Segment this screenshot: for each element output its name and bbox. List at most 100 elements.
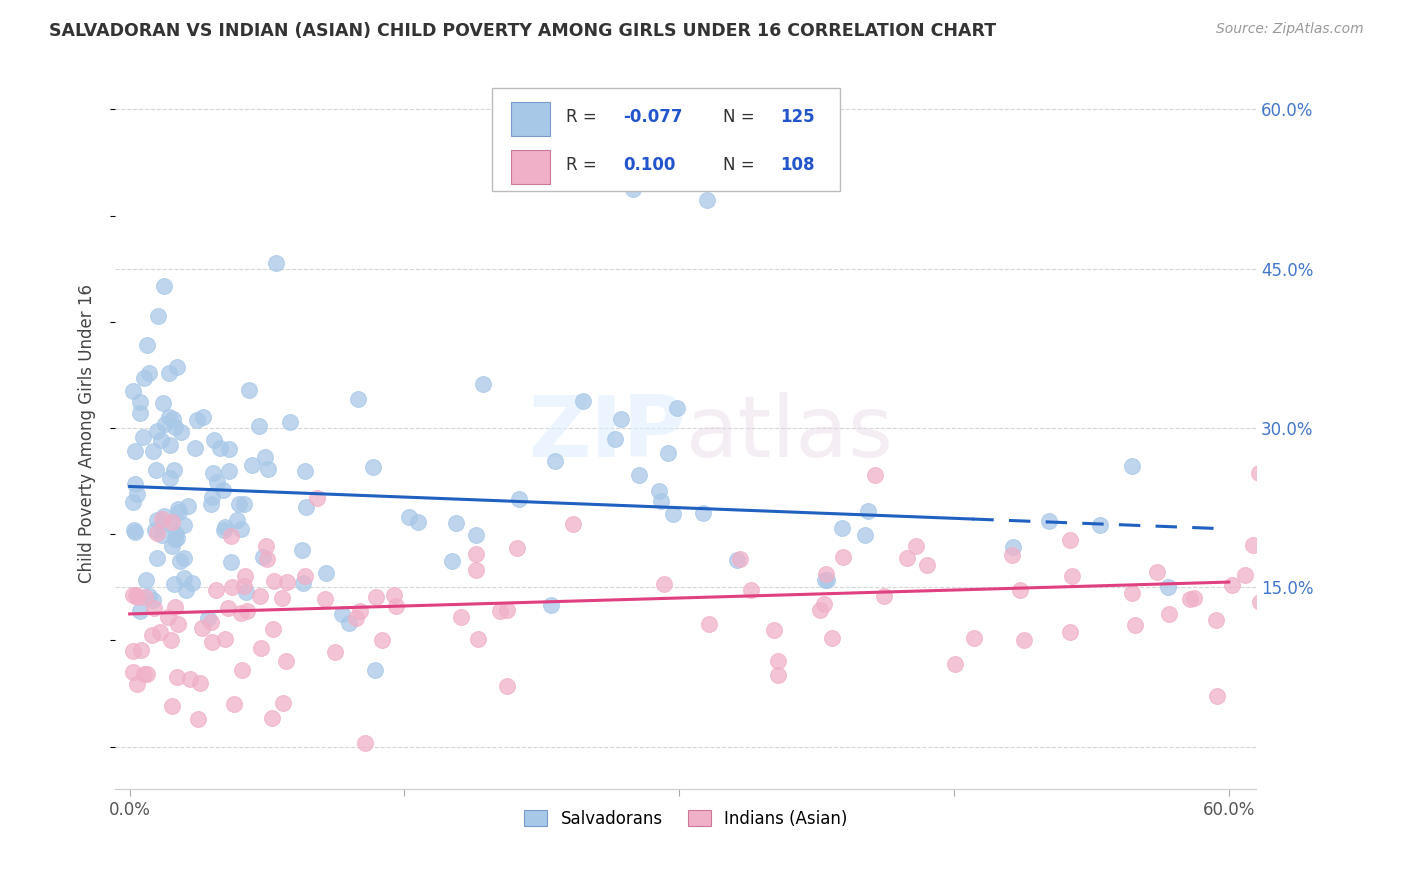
Point — [831, 550, 853, 565]
Point — [122, 588, 145, 602]
Point — [856, 504, 879, 518]
Point — [231, 663, 253, 677]
Point — [176, 583, 198, 598]
Point — [1014, 632, 1036, 647]
Point — [173, 551, 195, 566]
Point — [1123, 618, 1146, 632]
Point — [169, 425, 191, 439]
Point — [628, 468, 651, 483]
Point — [146, 513, 169, 527]
Point — [129, 406, 152, 420]
Point — [768, 667, 790, 681]
Point — [1008, 582, 1031, 597]
Point — [648, 483, 671, 498]
Point — [201, 490, 224, 504]
Point — [124, 525, 146, 540]
Point — [382, 588, 405, 602]
Point — [163, 463, 186, 477]
Point — [153, 417, 176, 431]
Point — [132, 666, 155, 681]
Point — [249, 589, 271, 603]
Point — [464, 527, 486, 541]
Point — [162, 412, 184, 426]
Point — [142, 444, 165, 458]
Point — [271, 696, 294, 710]
Point — [1121, 586, 1143, 600]
Point — [725, 552, 748, 566]
Point — [125, 677, 148, 691]
Point — [863, 468, 886, 483]
Point — [132, 430, 155, 444]
Point — [125, 588, 148, 602]
Text: N =: N = — [723, 108, 761, 126]
Point — [129, 642, 152, 657]
Point — [179, 672, 201, 686]
Point — [291, 543, 314, 558]
Point — [149, 625, 172, 640]
Point — [122, 665, 145, 680]
Point — [143, 523, 166, 537]
Point — [1241, 537, 1264, 551]
Point — [650, 493, 672, 508]
Text: -0.077: -0.077 — [623, 108, 682, 126]
Point — [247, 419, 270, 434]
Point — [815, 573, 838, 587]
Point — [1059, 625, 1081, 640]
Point — [138, 589, 160, 603]
Point — [159, 471, 181, 485]
Point — [610, 412, 633, 426]
Point — [160, 632, 183, 647]
Point — [214, 520, 236, 534]
Point — [166, 670, 188, 684]
Point — [330, 607, 353, 621]
Point — [160, 539, 183, 553]
Point — [240, 458, 263, 472]
Point — [471, 376, 494, 391]
Point — [212, 523, 235, 537]
Point — [544, 454, 567, 468]
Point — [124, 444, 146, 458]
Point — [813, 597, 835, 611]
Point — [136, 338, 159, 352]
Point — [201, 467, 224, 481]
Point — [205, 583, 228, 598]
Point — [264, 256, 287, 270]
Point — [740, 582, 762, 597]
Point — [134, 370, 156, 384]
Point — [145, 424, 167, 438]
Point — [1038, 514, 1060, 528]
Point — [201, 634, 224, 648]
Point — [495, 679, 517, 693]
Point — [190, 621, 212, 635]
Point — [1205, 613, 1227, 627]
FancyBboxPatch shape — [492, 88, 839, 191]
Point — [252, 549, 274, 564]
Point — [349, 605, 371, 619]
Point — [262, 622, 284, 636]
Point — [153, 279, 176, 293]
Point — [873, 589, 896, 603]
Point — [214, 632, 236, 646]
Point — [129, 395, 152, 409]
Point — [1180, 591, 1202, 606]
Point — [1247, 467, 1270, 481]
Point — [323, 644, 346, 658]
Point — [202, 433, 225, 447]
Point — [150, 512, 173, 526]
Point — [1146, 565, 1168, 579]
Point — [467, 632, 489, 646]
Point — [187, 712, 209, 726]
Point — [943, 657, 966, 672]
Point — [508, 491, 530, 506]
Point — [209, 442, 232, 456]
Point — [122, 644, 145, 658]
Point — [274, 654, 297, 668]
Point — [135, 574, 157, 588]
Point — [815, 566, 838, 581]
Point — [157, 516, 180, 530]
Point — [193, 409, 215, 424]
Point — [1233, 568, 1256, 582]
Text: Source: ZipAtlas.com: Source: ZipAtlas.com — [1216, 22, 1364, 37]
Point — [197, 611, 219, 625]
Point — [173, 571, 195, 585]
